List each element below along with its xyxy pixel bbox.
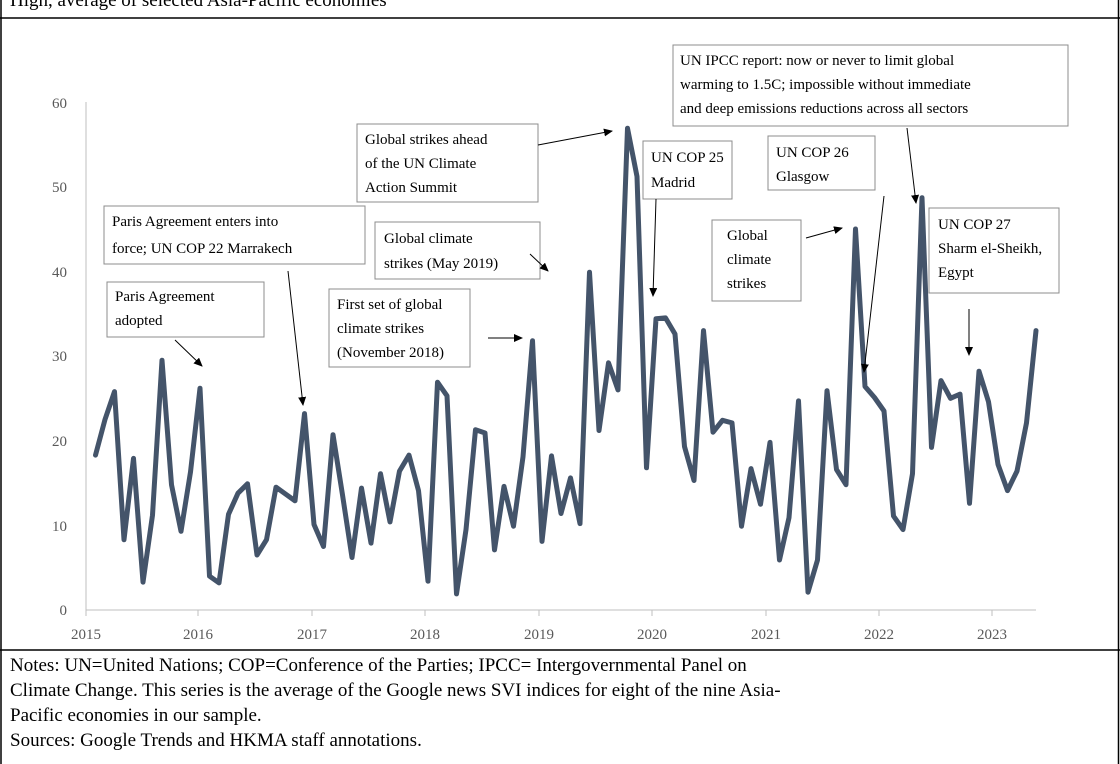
series-line-google-news-svi — [93, 125, 1039, 597]
y-tick-20: 20 — [52, 434, 67, 450]
annotation-box — [711, 219, 802, 302]
annotation-box — [374, 221, 541, 280]
annotation-text: UN COP 26 Glasgow — [776, 145, 853, 185]
y-axis: 0 10 20 30 40 50 60 — [52, 96, 87, 619]
annotation-paris-enters-force: Paris Agreement enters into force; UN CO… — [103, 205, 366, 406]
x-tick-marks — [85, 610, 993, 616]
annotation-cop27: UN COP 27 Sharm el-Sheikh, Egypt — [928, 207, 1060, 356]
annotation-box — [767, 135, 876, 191]
annotation-cop26: UN COP 26 Glasgow — [767, 135, 885, 373]
header-partial-text: High, average of selected Asia-Pacific e… — [10, 0, 387, 11]
notes-line-2: Climate Change. This series is the avera… — [10, 680, 781, 701]
notes-line-1: Notes: UN=United Nations; COP=Conference… — [10, 655, 747, 676]
annotation-global-climate-strikes-2021: Global climate strikes — [711, 219, 843, 302]
y-tick-60: 60 — [52, 96, 67, 112]
x-tick-2021: 2021 — [751, 627, 781, 643]
x-tick-2023: 2023 — [977, 627, 1007, 643]
annotation-ipcc-report: UN IPCC report: now or never to limit gl… — [672, 44, 1069, 204]
annotation-arrow — [174, 339, 203, 367]
notes-block: Notes: UN=United Nations; COP=Conference… — [10, 653, 1110, 753]
annotation-text: UN IPCC report: now or never to limit gl… — [680, 53, 975, 117]
annotation-arrow — [860, 195, 885, 373]
y-tick-10: 10 — [52, 519, 67, 535]
annotation-text: Paris Agreement enters into force; UN CO… — [112, 214, 293, 257]
x-tick-2019: 2019 — [524, 627, 554, 643]
annotation-may-2019-strikes: Global climate strikes (May 2019) — [374, 221, 549, 280]
x-tick-2022: 2022 — [864, 627, 894, 643]
annotation-arrow — [537, 128, 613, 146]
x-tick-2015: 2015 — [71, 627, 101, 643]
y-tick-50: 50 — [52, 180, 67, 196]
x-axis: 2015 2016 2017 2018 2019 2020 2021 2022 … — [71, 609, 1036, 643]
annotation-text: Global climate strikes (May 2019) — [384, 231, 498, 272]
annotation-global-strikes-summit: Global strikes ahead of the UN Climate A… — [356, 123, 613, 203]
x-tick-2018: 2018 — [410, 627, 440, 643]
annotation-box — [356, 123, 539, 203]
annotation-box — [928, 207, 1060, 294]
x-tick-2016: 2016 — [183, 627, 214, 643]
annotation-text: Paris Agreement adopted — [115, 289, 218, 329]
annotation-paris-adopted: Paris Agreement adopted — [106, 281, 265, 367]
y-tick-40: 40 — [52, 265, 67, 281]
annotation-arrow — [649, 198, 658, 297]
x-tick-2020: 2020 — [637, 627, 667, 643]
annotation-text: First set of global climate strikes (Nov… — [337, 297, 446, 361]
annotation-text: UN COP 25 Madrid — [651, 150, 728, 191]
annotation-arrow — [805, 226, 843, 239]
annotation-arrow — [906, 127, 920, 204]
annotation-box — [328, 288, 471, 368]
annotation-text: Global strikes ahead of the UN Climate A… — [365, 132, 491, 196]
annotation-cop25: UN COP 25 Madrid — [642, 140, 733, 297]
annotation-arrow — [529, 253, 549, 272]
x-tick-2017: 2017 — [297, 627, 328, 643]
annotation-box — [672, 44, 1069, 127]
data-points — [95, 128, 1037, 594]
notes-line-3: Pacific economies in our sample. — [10, 705, 262, 726]
annotation-box — [106, 281, 265, 338]
annotation-text: Global climate strikes — [727, 228, 775, 292]
sources-line: Sources: Google Trends and HKMA staff an… — [10, 730, 422, 751]
annotation-box — [103, 205, 366, 265]
annotation-first-climate-strikes: First set of global climate strikes (Nov… — [328, 288, 523, 368]
annotation-box — [642, 140, 733, 200]
annotation-arrow — [287, 270, 307, 406]
series-layer — [93, 125, 1039, 597]
annotation-text: UN COP 27 Sharm el-Sheikh, Egypt — [938, 217, 1046, 281]
y-tick-30: 30 — [52, 349, 67, 365]
y-tick-0: 0 — [60, 603, 68, 619]
